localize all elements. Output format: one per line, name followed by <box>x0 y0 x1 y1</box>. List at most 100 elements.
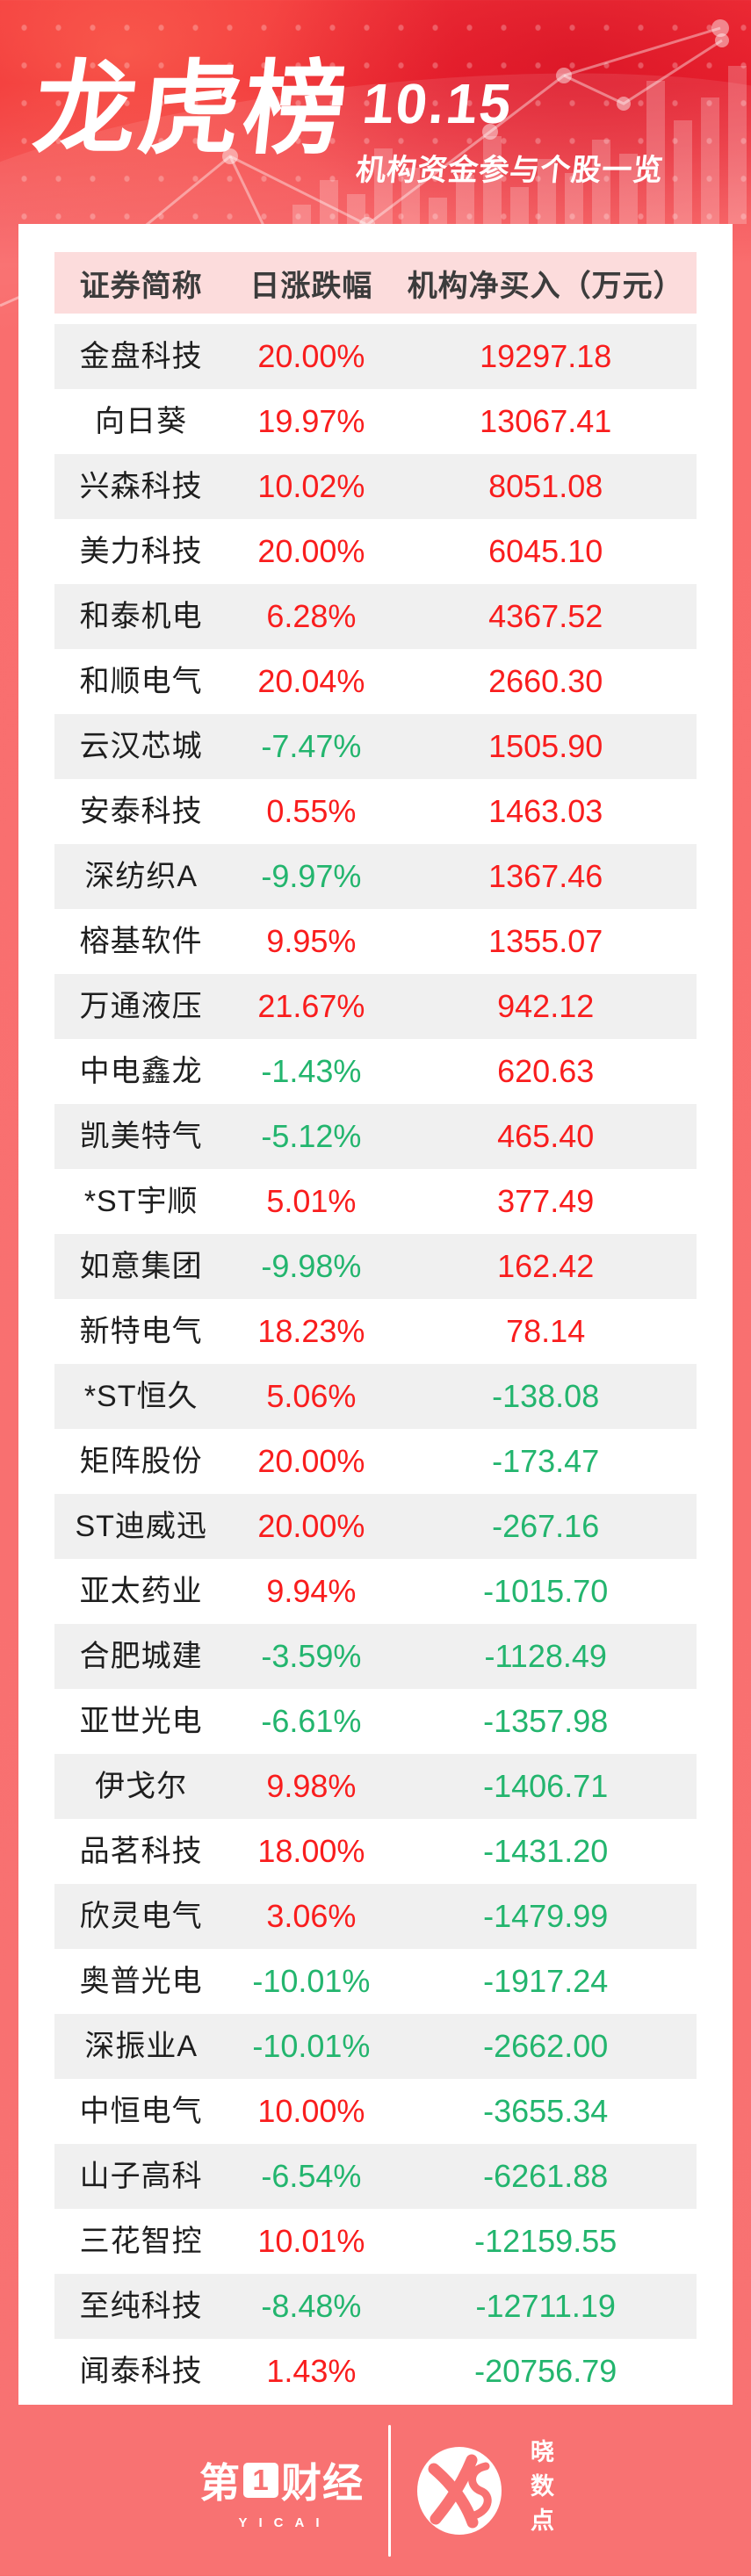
net-buy-value: 8051.08 <box>488 468 603 504</box>
stock-name: 山子高科 <box>79 2160 203 2193</box>
stock-name: 亚世光电 <box>79 1705 203 1738</box>
table-row: 新特电气 18.23% 78.14 <box>54 1299 697 1364</box>
table-row: 凯美特气 -5.12% 465.40 <box>54 1104 697 1169</box>
table-row: 和泰机电 6.28% 4367.52 <box>54 584 697 649</box>
xiaoshudian-logo-icon <box>417 2446 502 2535</box>
daily-change: 9.94% <box>266 1573 357 1609</box>
daily-change: 0.55% <box>266 793 357 829</box>
stock-name: 亚太药业 <box>79 1575 203 1608</box>
column-header-change: 日涨跌幅 <box>249 269 373 303</box>
net-buy-value: -173.47 <box>492 1443 600 1479</box>
daily-change: -3.59% <box>261 1638 362 1674</box>
net-buy-value: -20756.79 <box>474 2353 617 2389</box>
stock-name: 安泰科技 <box>79 795 203 828</box>
net-buy-value: 4367.52 <box>488 598 603 634</box>
xiaoshudian-label: 晓数点 <box>527 2439 553 2542</box>
daily-change: 5.01% <box>266 1183 357 1219</box>
stock-name: *ST宇顺 <box>83 1185 199 1218</box>
stock-name: 三花智控 <box>79 2225 203 2258</box>
table-row: 榕基软件 9.95% 1355.07 <box>54 909 697 974</box>
stock-name: 如意集团 <box>79 1250 203 1283</box>
stock-name: 新特电气 <box>79 1315 203 1348</box>
daily-change: 20.00% <box>257 1443 365 1479</box>
table-row: 中恒电气 10.00% -3655.34 <box>54 2079 697 2144</box>
net-buy-value: 620.63 <box>497 1053 595 1089</box>
footer-divider <box>388 2424 391 2557</box>
daily-change: -6.61% <box>261 1703 362 1739</box>
table-row: 美力科技 20.00% 6045.10 <box>54 519 697 584</box>
stock-name: 伊戈尔 <box>95 1770 188 1803</box>
net-buy-value: -3655.34 <box>483 2093 609 2129</box>
daily-change: 20.00% <box>257 533 365 569</box>
table-row: 亚太药业 9.94% -1015.70 <box>54 1559 697 1624</box>
column-header-stock: 证券简称 <box>79 269 203 303</box>
daily-change: -9.98% <box>261 1248 362 1284</box>
daily-change: -6.54% <box>261 2158 362 2194</box>
stock-name: 和顺电气 <box>79 665 203 698</box>
stock-name: 美力科技 <box>79 535 203 568</box>
table-row: 品茗科技 18.00% -1431.20 <box>54 1819 697 1884</box>
daily-change: 1.43% <box>266 2353 357 2389</box>
stock-name: 中电鑫龙 <box>79 1055 203 1088</box>
net-buy-value: 1505.90 <box>488 728 603 764</box>
table-row: 三花智控 10.01% -12159.55 <box>54 2209 697 2274</box>
daily-change: -8.48% <box>261 2288 362 2324</box>
daily-change: -10.01% <box>252 1963 371 1999</box>
daily-change: 10.01% <box>257 2223 365 2259</box>
net-buy-value: 6045.10 <box>488 533 603 569</box>
report-date: 10.15 <box>359 72 516 135</box>
net-buy-value: -2662.00 <box>483 2028 609 2064</box>
table-row: *ST恒久 5.06% -138.08 <box>54 1364 697 1429</box>
daily-change: -7.47% <box>261 728 362 764</box>
table-row: 山子高科 -6.54% -6261.88 <box>54 2144 697 2209</box>
stock-name: *ST恒久 <box>83 1380 199 1413</box>
table-row: 如意集团 -9.98% 162.42 <box>54 1234 697 1299</box>
daily-change: 18.00% <box>257 1833 365 1869</box>
stock-name: 中恒电气 <box>79 2095 203 2128</box>
yicai-logo-text-prefix: 第 <box>199 2459 241 2506</box>
table-row: 欣灵电气 3.06% -1479.99 <box>54 1884 697 1949</box>
table-row: 亚世光电 -6.61% -1357.98 <box>54 1689 697 1754</box>
net-buy-value: -1015.70 <box>483 1573 609 1609</box>
table-row: 万通液压 21.67% 942.12 <box>54 974 697 1039</box>
daily-change: 10.02% <box>257 468 365 504</box>
stock-name: 云汉芯城 <box>79 730 203 763</box>
net-buy-value: 1463.03 <box>488 793 603 829</box>
net-buy-value: -267.16 <box>492 1508 600 1544</box>
daily-change: 10.00% <box>257 2093 365 2129</box>
table-header-row: 证券简称 日涨跌幅 机构净买入（万元） <box>54 252 697 314</box>
yicai-en-label: YICAI <box>238 2515 331 2530</box>
stock-name: 凯美特气 <box>79 1120 203 1153</box>
net-buy-value: -6261.88 <box>483 2158 609 2194</box>
yicai-one-icon: 1 <box>243 2462 278 2498</box>
yicai-logo-text-suffix: 财经 <box>281 2459 364 2506</box>
stock-name: 和泰机电 <box>79 600 203 633</box>
table-row: ST迪威迅 20.00% -267.16 <box>54 1494 697 1559</box>
stock-name: 闻泰科技 <box>79 2355 203 2388</box>
stock-name: 向日葵 <box>95 405 188 438</box>
table-body: 金盘科技 20.00% 19297.18 向日葵 19.97% 13067.41 兴森科技 1… <box>54 324 697 2404</box>
table-row: 闻泰科技 1.43% -20756.79 <box>54 2339 697 2404</box>
net-buy-value: 465.40 <box>497 1118 595 1154</box>
page-title: 龙虎榜 <box>28 52 355 166</box>
net-buy-value: 162.42 <box>497 1248 595 1284</box>
table-row: 合肥城建 -3.59% -1128.49 <box>54 1624 697 1689</box>
table-row: 金盘科技 20.00% 19297.18 <box>54 324 697 389</box>
table-row: 云汉芯城 -7.47% 1505.90 <box>54 714 697 779</box>
table-row: 至纯科技 -8.48% -12711.19 <box>54 2274 697 2339</box>
daily-change: 5.06% <box>266 1378 357 1414</box>
net-buy-value: 377.49 <box>497 1183 595 1219</box>
net-buy-value: 13067.41 <box>480 403 612 439</box>
column-header-net-buy: 机构净买入（万元） <box>407 269 684 303</box>
stock-name: 万通液压 <box>79 990 203 1023</box>
net-buy-value: -12711.19 <box>475 2288 616 2324</box>
daily-change: 9.95% <box>266 923 357 959</box>
daily-change: -1.43% <box>261 1053 362 1089</box>
yicai-logo: 第 1 财经 YICAI <box>199 2451 364 2530</box>
daily-change: 18.23% <box>257 1313 365 1349</box>
daily-change: 3.06% <box>266 1898 357 1934</box>
table-row: 中电鑫龙 -1.43% 620.63 <box>54 1039 697 1104</box>
stock-name: 欣灵电气 <box>79 1900 203 1933</box>
stock-name: 兴森科技 <box>79 470 203 503</box>
net-buy-value: 942.12 <box>497 988 595 1024</box>
